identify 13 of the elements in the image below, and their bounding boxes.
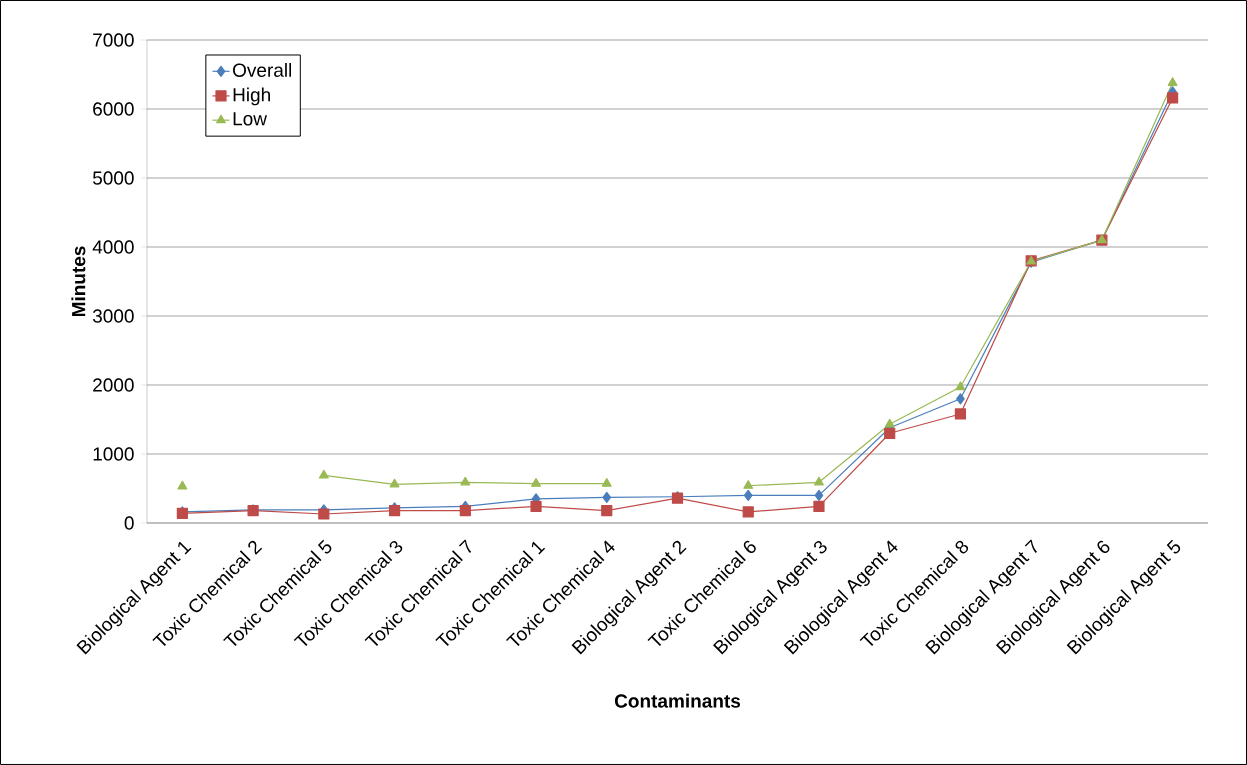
legend-label: Overall: [233, 62, 292, 77]
x-axis-title: Contaminants: [614, 693, 741, 708]
y-tick-label: 6000: [93, 102, 134, 116]
legend-label: Low: [233, 112, 268, 126]
legend-label: High: [233, 87, 270, 106]
y-tick-label: 5000: [92, 171, 134, 185]
y-tick-label: 1000: [93, 447, 134, 461]
y-tick-label: 0: [124, 516, 134, 530]
y-tick-label: 2000: [93, 378, 134, 392]
y-axis-title: Minutes: [71, 246, 86, 317]
y-tick-label: 3000: [92, 309, 134, 323]
y-tick-label: 7000: [93, 33, 134, 47]
y-tick-label: 4000: [92, 240, 134, 254]
